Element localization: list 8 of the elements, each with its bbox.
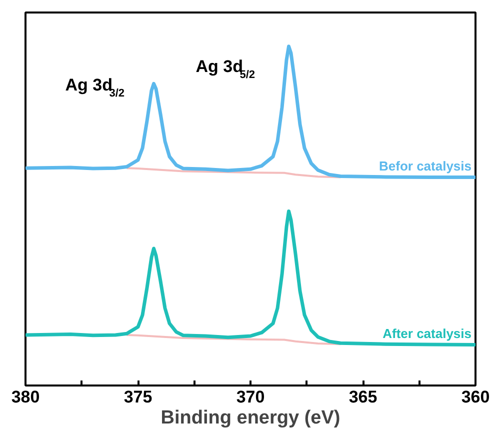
series-label: Befor catalysis — [379, 158, 472, 174]
x-axis-title: Binding energy (eV) — [160, 408, 340, 428]
series-label: After catalysis — [382, 326, 472, 341]
x-tick-label: 370 — [236, 388, 265, 406]
x-tick-label: 360 — [461, 388, 490, 406]
x-tick-label: 375 — [124, 388, 152, 406]
x-tick-label: 365 — [348, 388, 378, 406]
x-tick-label: 380 — [11, 388, 40, 406]
